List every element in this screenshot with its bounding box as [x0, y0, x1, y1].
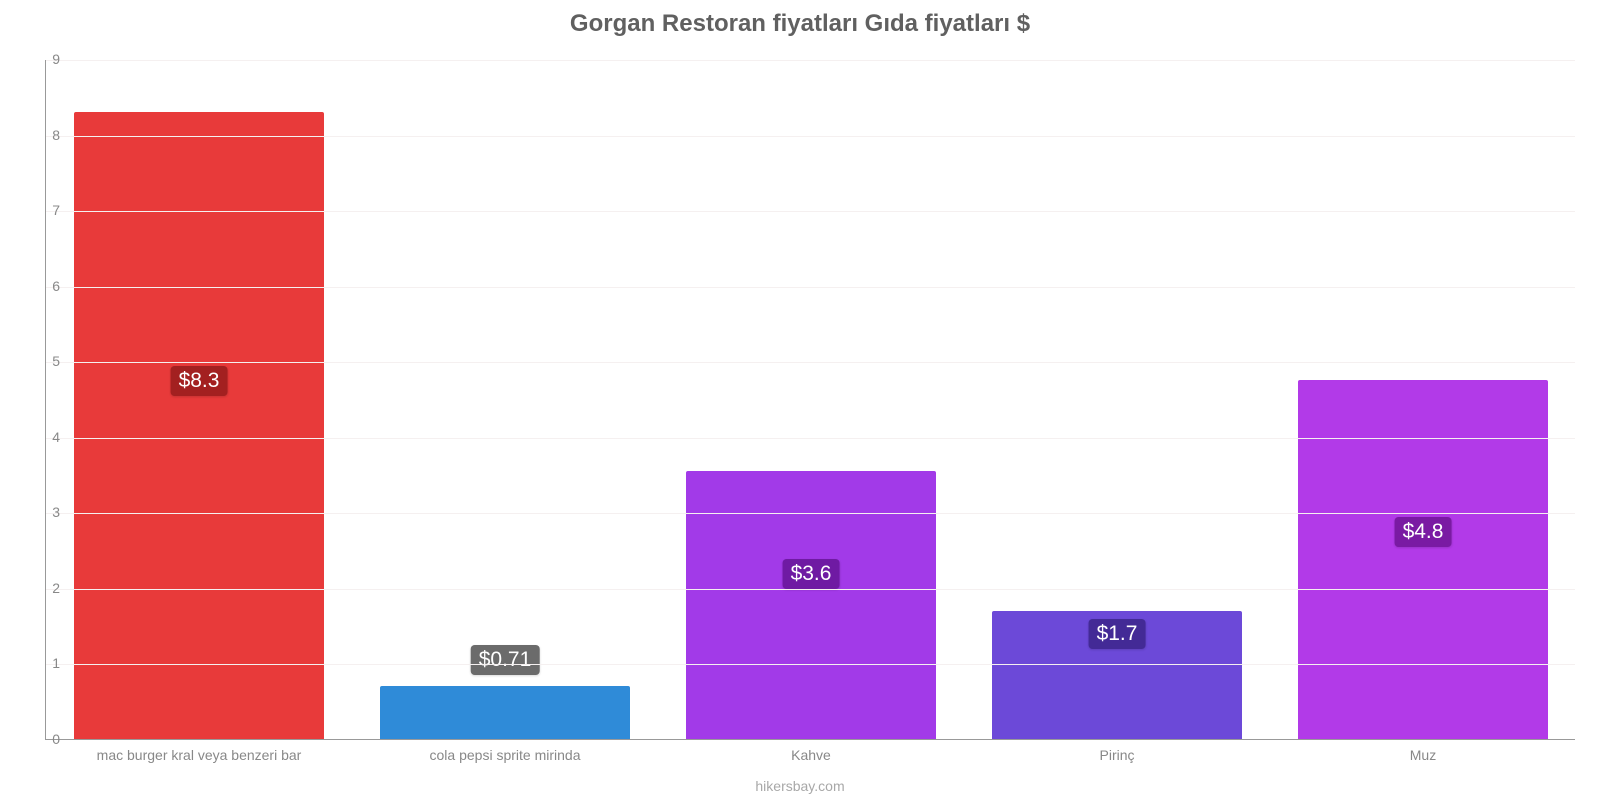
xaxis-category-label: cola pepsi sprite mirinda: [430, 747, 581, 763]
gridline: [46, 589, 1575, 590]
bar: [380, 686, 631, 739]
ytick-label: 8: [30, 127, 60, 143]
xaxis-category-label: Kahve: [791, 747, 831, 763]
gridline: [46, 438, 1575, 439]
ytick-label: 6: [30, 278, 60, 294]
bar: [1298, 380, 1549, 739]
ytick-label: 5: [30, 353, 60, 369]
ytick-label: 1: [30, 655, 60, 671]
xaxis-category-label: Pirinç: [1099, 747, 1134, 763]
value-label: $0.71: [471, 645, 540, 675]
ytick-label: 3: [30, 504, 60, 520]
bar-slot: $8.3mac burger kral veya benzeri bar: [46, 60, 352, 739]
bar-slot: $3.6Kahve: [658, 60, 964, 739]
price-bar-chart: Gorgan Restoran fiyatları Gıda fiyatları…: [0, 0, 1600, 800]
gridline: [46, 362, 1575, 363]
plot-area: $8.3mac burger kral veya benzeri bar$0.7…: [45, 60, 1575, 740]
xaxis-category-label: mac burger kral veya benzeri bar: [97, 747, 302, 763]
value-label: $3.6: [783, 559, 840, 589]
xaxis-category-label: Muz: [1410, 747, 1436, 763]
chart-attribution: hikersbay.com: [0, 778, 1600, 794]
gridline: [46, 60, 1575, 61]
bar: [74, 112, 325, 739]
ytick-label: 7: [30, 202, 60, 218]
bar-slot: $1.7Pirinç: [964, 60, 1270, 739]
bar-slot: $4.8Muz: [1270, 60, 1576, 739]
chart-title: Gorgan Restoran fiyatları Gıda fiyatları…: [0, 10, 1600, 38]
ytick-label: 4: [30, 429, 60, 445]
bar: [686, 471, 937, 739]
gridline: [46, 513, 1575, 514]
ytick-label: 0: [30, 731, 60, 747]
value-label: $4.8: [1395, 517, 1452, 547]
bar-slot: $0.71cola pepsi sprite mirinda: [352, 60, 658, 739]
gridline: [46, 287, 1575, 288]
value-label: $8.3: [171, 366, 228, 396]
bars-layer: $8.3mac burger kral veya benzeri bar$0.7…: [46, 60, 1575, 739]
gridline: [46, 136, 1575, 137]
ytick-label: 2: [30, 580, 60, 596]
gridline: [46, 664, 1575, 665]
value-label: $1.7: [1089, 619, 1146, 649]
ytick-label: 9: [30, 51, 60, 67]
gridline: [46, 211, 1575, 212]
